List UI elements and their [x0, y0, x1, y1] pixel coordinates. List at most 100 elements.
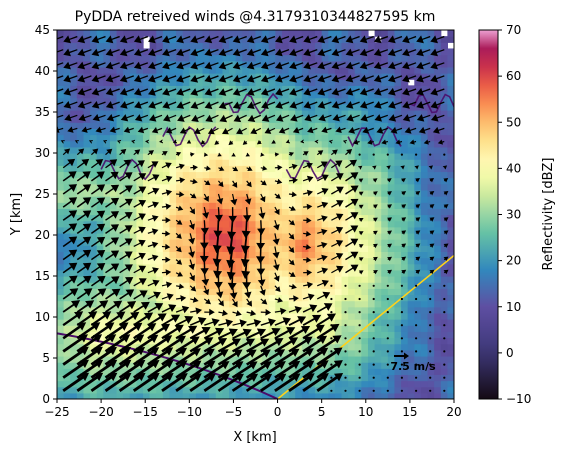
wind-vector: [202, 207, 210, 219]
reflectivity-cell: [387, 202, 396, 209]
wind-vector: [218, 319, 234, 327]
reflectivity-cell: [182, 288, 190, 296]
reflectivity-cell: [156, 208, 164, 216]
reflectivity-cell: [301, 306, 310, 314]
reflectivity-cell: [268, 300, 276, 308]
wind-vector: [247, 101, 261, 109]
x-tick-label: 10: [358, 405, 373, 419]
reflectivity-cell: [414, 73, 422, 80]
wind-vector: [232, 338, 255, 353]
reflectivity-cell: [57, 239, 65, 246]
wind-vector: [90, 359, 118, 379]
reflectivity-cell: [182, 232, 190, 240]
reflectivity-cell: [407, 189, 415, 197]
reflectivity-cell: [367, 294, 376, 302]
reflectivity-cell: [341, 196, 349, 203]
reflectivity-cell: [63, 97, 71, 105]
reflectivity-cell: [109, 257, 118, 265]
reflectivity-cell: [242, 159, 250, 166]
reflectivity-cell: [116, 276, 124, 283]
wind-vector: [400, 337, 403, 340]
reflectivity-cell: [76, 42, 85, 50]
reflectivity-cell: [447, 245, 454, 252]
reflectivity-cell: [149, 294, 157, 302]
reflectivity-cell: [308, 30, 316, 37]
reflectivity-cell: [348, 374, 356, 382]
reflectivity-cell: [315, 171, 323, 179]
reflectivity-cell: [189, 220, 197, 228]
wind-vector: [345, 61, 360, 70]
reflectivity-cell: [222, 202, 230, 209]
reflectivity-cell: [328, 42, 336, 50]
reflectivity-cell: [308, 232, 316, 240]
reflectivity-cell: [387, 220, 396, 228]
reflectivity-cell: [156, 109, 164, 117]
reflectivity-cell: [414, 355, 422, 363]
reflectivity-cell: [334, 109, 343, 117]
reflectivity-cell: [83, 36, 91, 43]
reflectivity-cell: [169, 91, 177, 99]
reflectivity-cell: [321, 257, 329, 265]
reflectivity-cell: [169, 226, 177, 234]
reflectivity-cell: [222, 337, 230, 345]
reflectivity-cell: [447, 196, 454, 203]
reflectivity-cell: [334, 294, 343, 302]
reflectivity-cell: [229, 392, 237, 399]
reflectivity-cell: [348, 171, 356, 179]
reflectivity-cell: [70, 337, 78, 345]
reflectivity-cell: [420, 349, 429, 357]
wind-vector: [345, 264, 359, 274]
wind-vector: [359, 48, 374, 57]
reflectivity-cell: [440, 337, 448, 345]
reflectivity-cell: [229, 380, 237, 388]
reflectivity-cell: [295, 116, 303, 123]
reflectivity-cell: [136, 66, 144, 74]
wind-vector: [63, 48, 78, 57]
wind-vector: [288, 306, 302, 314]
reflectivity-cell: [367, 380, 376, 388]
reflectivity-cell: [334, 325, 343, 332]
reflectivity-cell: [348, 66, 356, 74]
reflectivity-cell: [374, 54, 382, 62]
reflectivity-cell: [229, 134, 237, 142]
reflectivity-cell: [116, 331, 124, 339]
reflectivity-cell: [354, 116, 362, 123]
reflectivity-cell: [295, 109, 303, 117]
reflectivity-cell: [308, 263, 316, 271]
reflectivity-cell: [129, 226, 137, 234]
reflectivity-cell: [381, 368, 389, 375]
reflectivity-cell: [262, 146, 270, 154]
reflectivity-cell: [288, 109, 296, 117]
reflectivity-cell: [129, 282, 137, 289]
reflectivity-cell: [414, 343, 422, 351]
reflectivity-cell: [83, 146, 91, 154]
wind-vector: [330, 311, 333, 314]
reflectivity-cell: [156, 177, 164, 185]
reflectivity-cell: [341, 128, 349, 136]
reflectivity-cell: [222, 54, 230, 62]
wind-vector: [274, 360, 301, 379]
reflectivity-cell: [57, 146, 65, 154]
reflectivity-cell: [215, 66, 224, 74]
reflectivity-cell: [229, 362, 237, 369]
wind-vector: [400, 324, 403, 327]
reflectivity-cell: [229, 42, 237, 50]
reflectivity-cell: [182, 122, 190, 129]
reflectivity-cell: [103, 257, 111, 265]
wind-vector: [274, 297, 283, 303]
reflectivity-cell: [341, 202, 349, 209]
reflectivity-cell: [70, 257, 78, 265]
reflectivity-cell: [162, 134, 171, 142]
reflectivity-cell: [447, 232, 454, 240]
reflectivity-cell: [116, 392, 124, 399]
reflectivity-cell: [169, 269, 177, 277]
reflectivity-cell: [414, 165, 422, 173]
reflectivity-cell: [414, 263, 422, 271]
reflectivity-cell: [255, 134, 263, 142]
reflectivity-cell: [116, 355, 124, 363]
reflectivity-cell: [354, 294, 362, 302]
reflectivity-cell: [308, 312, 316, 320]
reflectivity-cell: [381, 392, 389, 399]
reflectivity-cell: [387, 73, 396, 80]
reflectivity-cell: [420, 103, 429, 111]
